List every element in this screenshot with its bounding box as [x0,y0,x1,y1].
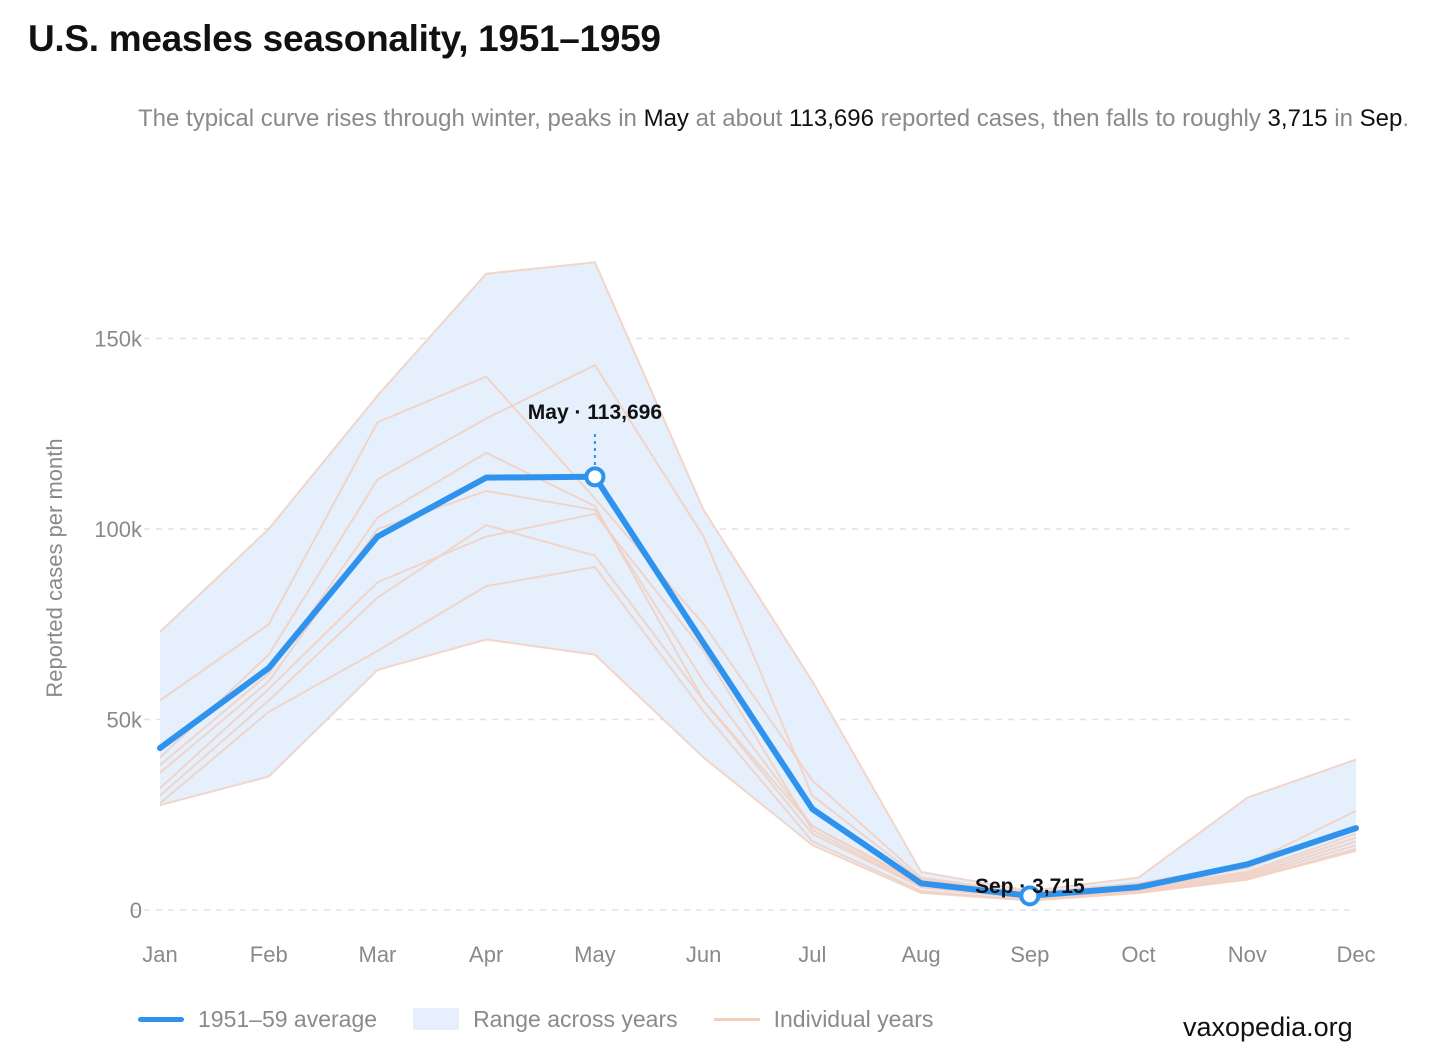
x-tick-label-sep: Sep [1010,942,1049,967]
trough-label: Sep · 3,715 [975,875,1085,898]
legend-label-average: 1951–59 average [198,1005,378,1032]
subtitle-peak-value: 113,696 [789,105,874,132]
x-tick-label-jul: Jul [798,942,826,967]
y-tick-label-150k: 150k [94,327,143,352]
chart-title: U.S. measles seasonality, 1951–1959 [28,18,661,59]
chart-legend: 1951–59 average Range across years Indiv… [138,1004,969,1034]
individual-year-line-7 [159,524,1357,900]
individual-year-line-2 [159,375,1357,894]
y-tick-label-50k: 50k [107,708,143,733]
legend-swatch-average [138,1016,184,1022]
subtitle-peak-month: May [643,105,689,132]
x-tick-label-feb: Feb [250,942,288,967]
legend-item-range: Range across years [413,1006,678,1033]
average-line-layer [157,473,1359,899]
average-line [157,473,1359,899]
legend-label-individual: Individual years [773,1005,934,1032]
subtitle-text-3: reported cases, then falls to roughly [873,105,1268,132]
seasonality-chart: 0 50k 100k 150k Jan Feb Mar Apr May Jun Jul Aug Sep O… [42,261,1376,968]
x-tick-label-apr: Apr [469,942,503,967]
legend-label-range: Range across years [473,1005,678,1032]
x-tick-label-jan: Jan [142,942,177,967]
subtitle-text-2: at about [688,105,789,132]
x-tick-label-oct: Oct [1121,942,1155,967]
subtitle-low-month: Sep [1359,105,1403,132]
chart-subtitle: The typical curve rises through winter, … [138,100,1418,138]
peak-label: May · 113,696 [528,401,662,424]
may-marker [584,466,606,488]
range-band [160,262,1356,901]
subtitle-text-1: The typical curve rises through winter, … [138,105,644,132]
y-tick-label-0: 0 [130,898,142,923]
subtitle-low-value: 3,715 [1267,105,1328,132]
individual-year-line-1 [159,261,1357,893]
sep-marker [1019,885,1041,907]
y-axis-label: Reported cases per month [42,438,67,697]
subtitle-text-5: . [1402,105,1409,132]
legend-swatch-range [413,1008,460,1030]
x-tick-label-nov: Nov [1228,942,1267,967]
range-band-layer [160,262,1356,901]
x-tick-label-mar: Mar [359,942,397,967]
source-credit: vaxopedia.org [1183,1012,1353,1042]
x-tick-label-dec: Dec [1336,942,1375,967]
legend-item-average: 1951–59 average [138,1006,377,1033]
individual-years-layer [159,261,1357,902]
x-tick-label-jun: Jun [686,942,721,967]
legend-item-individual: Individual years [713,1005,934,1033]
individual-year-line-9 [159,638,1357,902]
x-tick-label-aug: Aug [902,942,941,967]
subtitle-text-4: in [1327,105,1360,132]
legend-swatch-individual [713,1017,760,1021]
x-tick-label-may: May [574,942,616,967]
y-tick-label-100k: 100k [94,517,143,542]
annotations: May · 113,696 Sep · 3,715 [528,401,1085,907]
axis-labels: 0 50k 100k 150k Jan Feb Mar Apr May Jun Jul Aug Sep O… [42,327,1376,968]
